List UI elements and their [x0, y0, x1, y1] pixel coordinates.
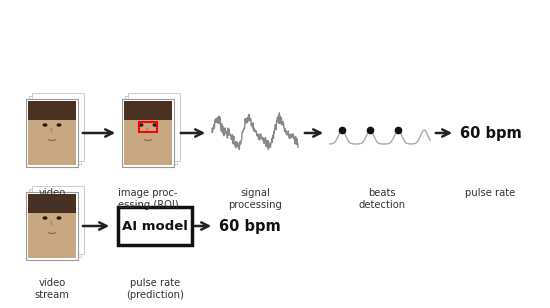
- Text: image proc-
essing (ROI): image proc- essing (ROI): [118, 188, 178, 210]
- Bar: [122, 99, 174, 167]
- Bar: [118, 207, 192, 245]
- Bar: [29, 189, 81, 257]
- Bar: [46, 248, 58, 258]
- Bar: [124, 101, 172, 165]
- Ellipse shape: [57, 216, 62, 220]
- Bar: [46, 155, 58, 165]
- Text: pulse rate
(prediction): pulse rate (prediction): [126, 278, 184, 300]
- Bar: [125, 96, 177, 164]
- Bar: [26, 192, 78, 260]
- Ellipse shape: [42, 216, 47, 220]
- Bar: [29, 96, 81, 164]
- Bar: [28, 194, 76, 258]
- Text: video
stream: video stream: [35, 278, 69, 300]
- Ellipse shape: [57, 123, 62, 127]
- Text: 60 bpm: 60 bpm: [219, 218, 280, 233]
- Text: pulse rate: pulse rate: [465, 188, 515, 198]
- Bar: [32, 93, 84, 161]
- Bar: [128, 93, 180, 161]
- Bar: [26, 99, 78, 167]
- Bar: [28, 194, 76, 213]
- Ellipse shape: [152, 123, 157, 127]
- Bar: [28, 101, 76, 120]
- Text: signal
processing: signal processing: [228, 188, 282, 210]
- Bar: [139, 122, 157, 132]
- Ellipse shape: [42, 123, 47, 127]
- Ellipse shape: [139, 123, 144, 127]
- Text: 60 bpm: 60 bpm: [460, 125, 522, 140]
- Text: AI model: AI model: [122, 220, 188, 233]
- Bar: [124, 101, 172, 120]
- Text: video
stream: video stream: [35, 188, 69, 210]
- Bar: [32, 186, 84, 254]
- Text: beats
detection: beats detection: [359, 188, 405, 210]
- Bar: [142, 155, 154, 165]
- Bar: [28, 101, 76, 165]
